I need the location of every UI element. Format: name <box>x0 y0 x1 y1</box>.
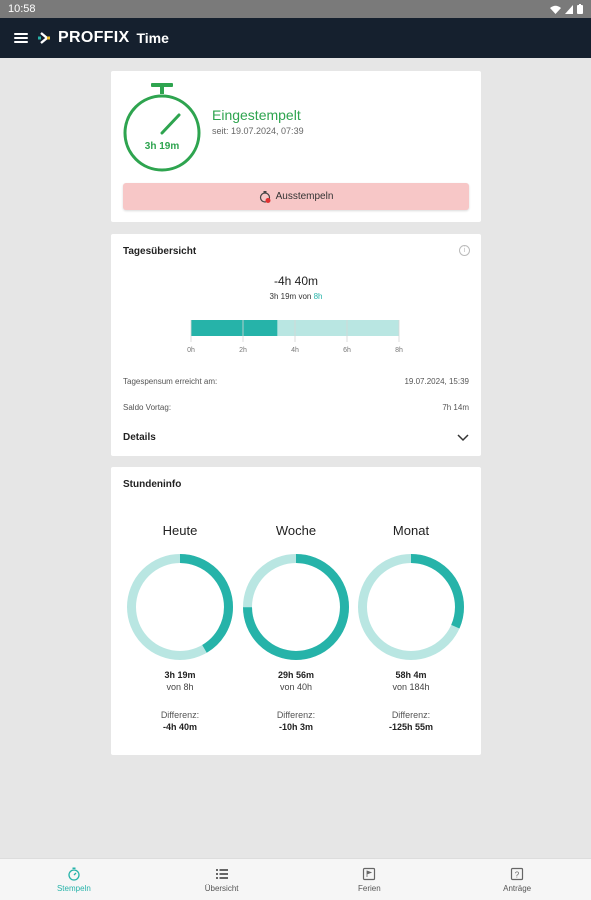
gauge-title: Heute <box>162 523 198 538</box>
hours-title: Stundeninfo <box>123 479 182 490</box>
status-bar: 10:58 <box>0 0 591 18</box>
gauge-value: 58h 4m <box>395 670 427 680</box>
gauge-month: Monat 58h 4m von 184h Differenz: -125h 5… <box>356 523 466 732</box>
reached-row: Tagespensum erreicht am: 19.07.2024, 15:… <box>123 377 469 386</box>
status-time: 10:58 <box>8 3 36 15</box>
target-time: 8h <box>313 292 323 301</box>
donut-week <box>243 554 349 660</box>
battery-icon <box>577 4 583 14</box>
tick-label: 4h <box>291 347 299 354</box>
clock-out-button[interactable]: Ausstempeln <box>123 183 469 210</box>
nav-antraege[interactable]: ? Anträge <box>443 859 591 900</box>
wifi-icon <box>550 5 561 14</box>
stopwatch-icon <box>68 867 80 881</box>
tick-label: 2h <box>239 347 247 354</box>
app-logo: PROFFIX Time <box>38 29 169 47</box>
donut-month <box>358 554 464 660</box>
gauge-week: Woche 29h 56m von 40h Differenz: -10h 3m <box>241 523 351 732</box>
gauge-diff-label: Differenz: <box>276 710 316 720</box>
vacation-icon <box>363 867 376 880</box>
brand-name: PROFFIX <box>58 29 130 46</box>
gauge-value: 29h 56m <box>277 670 315 680</box>
list-icon <box>215 868 228 879</box>
chevron-down-icon <box>457 433 469 441</box>
gauge-diff-label: Differenz: <box>160 710 200 720</box>
nav-label: Ferien <box>358 883 381 893</box>
gauge-target: von 40h <box>279 682 313 692</box>
gauge-target: von 8h <box>166 682 194 692</box>
stopwatch: 3h 19m <box>123 83 201 173</box>
tick-label: 0h <box>187 347 195 354</box>
product-name: Time <box>136 30 169 46</box>
svg-text:?: ? <box>515 870 520 879</box>
reached-value: 19.07.2024, 15:39 <box>404 377 469 386</box>
progress-bar: 0h 2h 4h 6h 8h <box>187 320 403 354</box>
donut-progress <box>127 554 233 660</box>
balance-row: Saldo Vortag: 7h 14m <box>123 403 469 412</box>
nav-label: Stempeln <box>56 883 91 893</box>
gauge-title: Monat <box>392 523 430 538</box>
gauge-today: Heute 3h 19m von 8h Differenz: -4h 40m <box>125 523 235 732</box>
overview-title: Tagesübersicht <box>123 246 197 257</box>
worked-time: 3h 19m <box>269 292 297 301</box>
nav-ferien[interactable]: Ferien <box>296 859 444 900</box>
tick-label: 8h <box>395 347 403 354</box>
system-icons <box>550 4 583 14</box>
donut-progress <box>358 554 464 660</box>
stamp-status: Eingestempelt <box>212 107 301 123</box>
gauge-title: Woche <box>275 523 317 538</box>
nav-label: Anträge <box>503 883 532 893</box>
balance-value: 7h 14m <box>442 403 469 412</box>
reached-label: Tagespensum erreicht am: <box>123 377 218 386</box>
stamp-card: 3h 19m Eingestempelt seit: 19.07.2024, 0… <box>111 71 481 222</box>
gauge-diff: -4h 40m <box>162 722 197 732</box>
menu-icon[interactable] <box>14 33 28 43</box>
clock-out-icon <box>259 190 271 203</box>
clock-out-label: Ausstempeln <box>275 191 334 202</box>
tick-label: 6h <box>343 347 351 354</box>
balance-label: Saldo Vortag: <box>123 403 172 412</box>
gauge-diff: -10h 3m <box>278 722 313 732</box>
elapsed-time: 3h 19m <box>144 141 180 152</box>
donut-progress <box>243 554 349 660</box>
progress-fill <box>191 320 278 336</box>
gauge-target: von 184h <box>392 682 430 692</box>
hours-info-card: Stundeninfo Heute 3h 19m von 8h Differen… <box>111 467 481 755</box>
proffix-logo-icon <box>38 32 50 44</box>
info-icon[interactable]: i <box>459 245 470 256</box>
details-toggle[interactable]: Details <box>123 432 469 443</box>
bottom-nav: Stempeln Übersicht Ferien ? Anträge <box>0 858 591 900</box>
gauge-diff: -125h 55m <box>388 722 434 732</box>
details-label: Details <box>123 432 156 443</box>
daily-overview-card: Tagesübersicht i -4h 40m 3h 19m von 8h 0… <box>111 234 481 456</box>
signal-icon <box>565 4 573 14</box>
of-word: von <box>298 292 312 301</box>
daily-progress-chart: 0h 2h 4h 6h 8h <box>181 316 411 366</box>
request-icon: ? <box>511 867 524 880</box>
app-bar: PROFFIX Time <box>0 18 591 58</box>
nav-stempeln[interactable]: Stempeln <box>0 859 148 900</box>
gauge-diff-label: Differenz: <box>391 710 431 720</box>
nav-uebersicht[interactable]: Übersicht <box>148 859 296 900</box>
stopwatch-icon <box>123 83 201 172</box>
nav-label: Übersicht <box>204 883 239 893</box>
overview-worked-of-target: 3h 19m von 8h <box>111 292 481 301</box>
stamp-since: seit: 19.07.2024, 07:39 <box>212 126 304 136</box>
gauge-value: 3h 19m <box>164 670 196 680</box>
overview-difference: -4h 40m <box>273 274 319 288</box>
donut-today <box>127 554 233 660</box>
